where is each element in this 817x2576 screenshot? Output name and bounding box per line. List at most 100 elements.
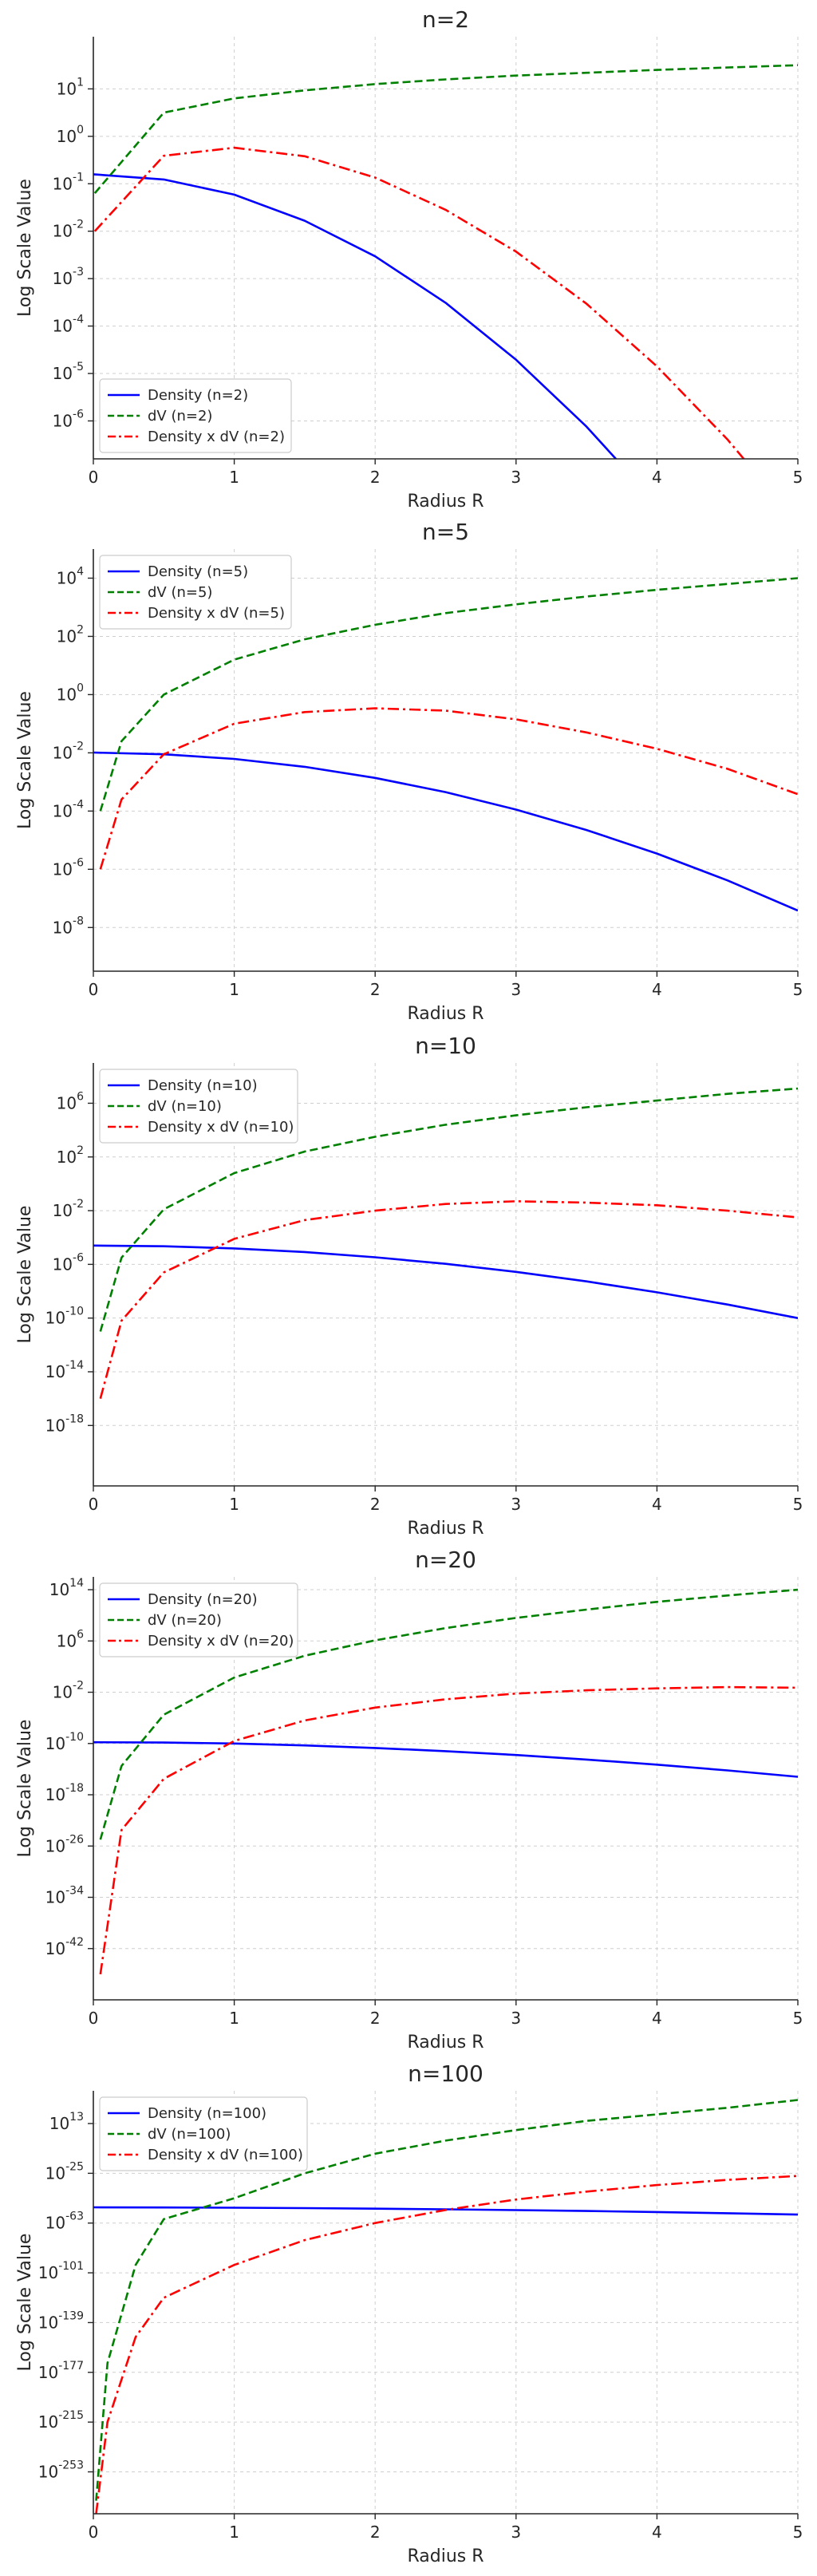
y-tick-exponent: 6	[77, 1090, 84, 1103]
y-tick-base: 10	[57, 568, 77, 587]
legend: Density (n=5) dV (n=5) Density x dV (n=5)	[99, 555, 292, 630]
y-tick-base: 10	[53, 801, 73, 820]
y-tick-exponent: -6	[73, 408, 84, 421]
subplot-n=10: 0 1 2 3 4 510610210-210-610-1010-1410-18n=10R…	[15, 1033, 803, 1539]
x-tick-label: 2	[370, 1495, 381, 1514]
y-tick-label: 10-2	[53, 1680, 84, 1702]
legend-box	[99, 1069, 298, 1144]
y-tick-label: 106	[57, 1090, 84, 1112]
x-tick-label: 1	[229, 2523, 239, 2542]
chart-title: n=20	[415, 1547, 476, 1573]
y-tick-base: 10	[45, 1734, 65, 1753]
x-tick-label: 5	[793, 468, 803, 487]
y-tick-label: 10-26	[45, 1833, 84, 1855]
y-tick-exponent: -63	[65, 2211, 84, 2223]
y-tick-exponent: -2	[73, 219, 84, 231]
x-tick-label: 2	[370, 2523, 381, 2542]
y-tick-exponent: -26	[65, 1833, 84, 1846]
y-tick-base: 10	[53, 743, 73, 762]
y-tick-label: 10-6	[53, 856, 85, 879]
y-tick-base: 10	[53, 859, 73, 879]
series-line-product	[99, 1685, 798, 1975]
y-tick-exponent: 0	[77, 124, 84, 136]
y-tick-base: 10	[45, 1836, 65, 1855]
x-tick-label: 0	[89, 468, 99, 487]
y-tick-base: 10	[45, 2163, 65, 2183]
y-tick-base: 10	[53, 1254, 73, 1274]
legend: Density (n=2) dV (n=2) Density x dV (n=2)	[99, 378, 292, 453]
legend-label: dV (n=5)	[148, 584, 212, 601]
y-tick-exponent: -8	[73, 915, 84, 927]
legend-label: Density (n=20)	[148, 1591, 258, 1608]
y-tick-base: 10	[38, 2363, 58, 2382]
x-axis-label: Radius R	[407, 2033, 483, 2053]
y-tick-base: 10	[57, 79, 77, 98]
x-tick-label: 0	[89, 1495, 99, 1514]
series-line-product	[99, 707, 798, 870]
x-tick-label: 3	[511, 468, 521, 487]
y-tick-exponent: -139	[58, 2309, 84, 2322]
y-tick-exponent: 4	[77, 565, 84, 578]
legend: Density (n=100) dV (n=100) Density x dV (n…	[99, 2096, 308, 2171]
y-tick-label: 10-5	[53, 361, 84, 383]
x-tick-label: 5	[793, 2523, 803, 2542]
y-tick-label: 10-215	[38, 2409, 84, 2432]
chart-title: n=5	[422, 519, 469, 545]
series-line-dv	[99, 1588, 798, 1840]
x-tick-label: 4	[652, 2523, 662, 2542]
y-axis-label: Log Scale Value	[15, 2234, 35, 2372]
y-tick-base: 10	[53, 269, 73, 288]
y-tick-exponent: -215	[58, 2409, 84, 2422]
chart-title: n=10	[415, 1033, 476, 1059]
x-tick-label: 0	[89, 980, 99, 999]
legend-label: Density (n=10)	[148, 1077, 258, 1094]
y-tick-label: 104	[57, 565, 84, 587]
y-tick-exponent: 6	[77, 1628, 84, 1641]
x-tick-label: 2	[370, 2009, 381, 2028]
y-tick-base: 10	[49, 1580, 69, 1599]
x-axis-label: Radius R	[407, 492, 483, 512]
x-tick-label: 3	[511, 1495, 521, 1514]
y-tick-label: 10-2	[53, 740, 84, 762]
y-tick-exponent: -5	[73, 361, 84, 373]
y-tick-base: 10	[57, 685, 77, 704]
y-tick-exponent: -2	[73, 1680, 84, 1693]
y-tick-label: 10-177	[38, 2360, 84, 2382]
y-tick-base: 10	[45, 1416, 65, 1435]
y-tick-label: 10-18	[45, 1782, 84, 1804]
y-tick-base: 10	[53, 1683, 73, 1702]
x-tick-label: 0	[89, 2523, 99, 2542]
y-tick-base: 10	[45, 1309, 65, 1328]
x-tick-label: 1	[229, 980, 239, 999]
legend-label: Density x dV (n=2)	[148, 429, 285, 445]
x-tick-label: 1	[229, 2009, 239, 2028]
y-tick-exponent: 1	[77, 76, 84, 89]
legend-label: Density x dV (n=10)	[148, 1119, 294, 1136]
legend-label: Density (n=5)	[148, 563, 248, 580]
y-tick-base: 10	[57, 626, 77, 646]
y-tick-exponent: -4	[73, 798, 84, 811]
y-tick-label: 10-253	[38, 2459, 84, 2481]
subplot-n=100: 0 1 2 3 4 5101310-2510-6310-10110-13910-17710…	[15, 2060, 803, 2566]
y-axis-label: Log Scale Value	[15, 1720, 35, 1858]
y-tick-label: 10-6	[53, 408, 85, 430]
y-tick-label: 10-4	[53, 798, 85, 820]
y-tick-exponent: -2	[73, 1198, 84, 1211]
y-tick-base: 10	[57, 1148, 77, 1167]
y-tick-label: 10-139	[38, 2309, 84, 2332]
y-tick-base: 10	[53, 317, 73, 336]
x-tick-label: 5	[793, 980, 803, 999]
y-tick-exponent: 13	[69, 2111, 84, 2124]
y-tick-label: 10-2	[53, 219, 84, 241]
y-tick-base: 10	[53, 411, 73, 430]
series-line-density	[93, 1244, 798, 1319]
series-line-dv	[93, 64, 798, 194]
x-tick-label: 4	[652, 980, 662, 999]
series-line-density	[93, 1740, 798, 1778]
y-tick-base: 10	[45, 1939, 65, 1958]
y-tick-label: 10-6	[53, 1251, 85, 1274]
x-tick-label: 2	[370, 980, 381, 999]
x-tick-label: 2	[370, 468, 381, 487]
y-tick-exponent: -42	[65, 1936, 84, 1949]
